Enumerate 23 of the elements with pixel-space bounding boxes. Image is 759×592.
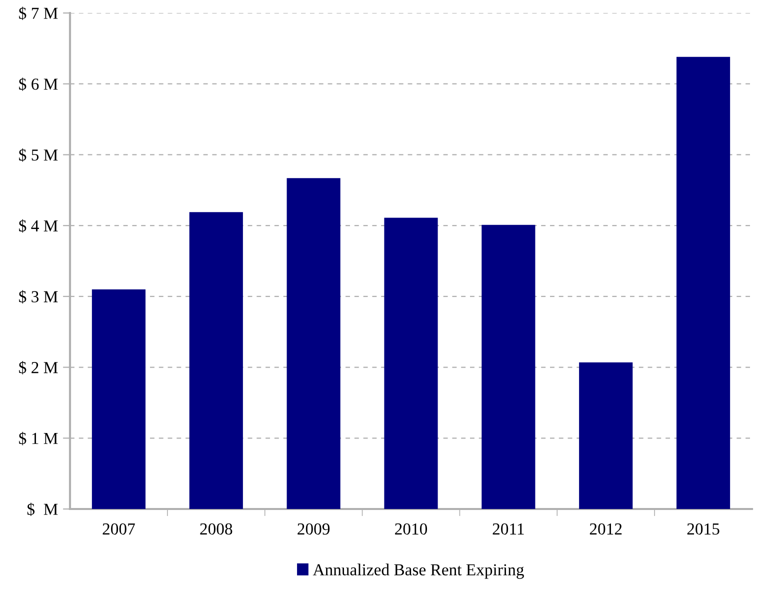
bar	[482, 224, 536, 509]
y-tick-label: $ 5 M	[19, 148, 58, 162]
y-tick-label: $ 7 M	[19, 6, 58, 20]
bar	[189, 212, 243, 509]
x-tick-label: 2009	[298, 523, 330, 535]
y-tick-label: $ 2 M	[19, 361, 58, 374]
bar	[676, 56, 730, 509]
x-tick-label: 2008	[200, 523, 232, 535]
bar	[384, 218, 438, 509]
legend-label: Annualized Base Rent Expiring	[312, 564, 524, 579]
y-tick-label: $ 6 M	[19, 78, 58, 91]
x-tick-label: 2007	[102, 523, 135, 535]
y-tick-label: $ 4 M	[19, 219, 58, 233]
y-tick-label: $ 3 M	[19, 290, 58, 304]
x-tick-label: 2012	[590, 523, 622, 535]
bar	[92, 289, 146, 509]
x-tick-label: 2015	[687, 523, 720, 535]
bar	[286, 178, 340, 509]
bar	[579, 362, 633, 509]
y-tick-label: $ M	[27, 502, 58, 516]
y-tick-label: $ 1 M	[19, 432, 58, 446]
x-tick-label: 2010	[395, 523, 428, 535]
x-tick-label: 2011	[492, 523, 524, 535]
